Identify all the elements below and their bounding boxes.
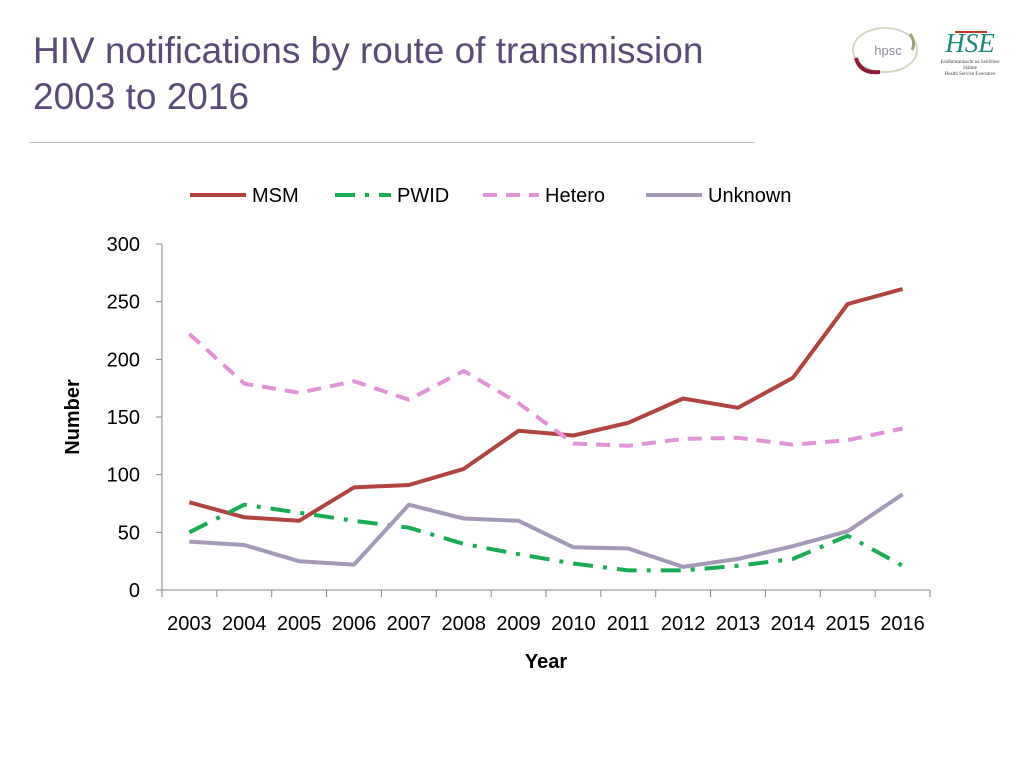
y-tick-label-50: 50 [118,522,140,544]
x-tick-label-2011: 2011 [607,613,650,635]
x-tick-label-2007: 2007 [387,613,432,635]
series-line-msm [188,287,904,523]
x-tick-label-2003: 2003 [167,613,212,635]
x-tick-label-2012: 2012 [661,613,706,635]
y-tick-label-150: 150 [107,407,140,429]
slide-title-line2: 2003 to 2016 [33,76,250,117]
y-tick-label-0: 0 [129,580,140,602]
x-tick-label-2010: 2010 [551,613,596,635]
x-tick-label-2008: 2008 [441,613,486,635]
x-tick-label-2016: 2016 [880,613,925,635]
hse-caption-line2: Health Service Executive [944,72,996,77]
legend-label-hetero: Hetero [545,185,605,207]
series-line-hetero [188,332,904,448]
hpsc-logo-text: hpsc [874,43,902,58]
hse-caption-line1: Feidhmeannacht na Seirbhíse Sláinte [940,60,1000,71]
series-line-pwid [188,502,904,573]
y-tick-label-200: 200 [107,349,140,371]
x-tick-label-2013: 2013 [716,613,761,635]
title-divider [30,142,754,143]
legend-label-msm: MSM [252,185,299,207]
hpsc-logo: hpsc [852,27,918,75]
y-tick-label-300: 300 [107,234,140,256]
y-axis-title: Number [62,379,84,455]
x-tick-label-2014: 2014 [771,613,816,635]
x-tick-label-2015: 2015 [825,613,870,635]
legend-label-unknown: Unknown [708,185,791,207]
x-tick-label-2006: 2006 [332,613,377,635]
legend-label-pwid: PWID [397,185,449,207]
y-tick-label-100: 100 [107,465,140,487]
x-tick-label-2009: 2009 [496,613,541,635]
x-tick-label-2004: 2004 [222,613,267,635]
slide-title: HIV notifications by route of transmissi… [33,28,703,120]
series-line-unknown [189,492,904,569]
slide-title-line1: HIV notifications by route of transmissi… [33,30,704,71]
hse-logo: HSE Feidhmeannacht na Seirbhíse Sláinte … [935,24,1005,80]
y-tick-label-250: 250 [107,292,140,314]
x-axis-title: Year [525,651,567,673]
x-tick-label-2005: 2005 [277,613,322,635]
